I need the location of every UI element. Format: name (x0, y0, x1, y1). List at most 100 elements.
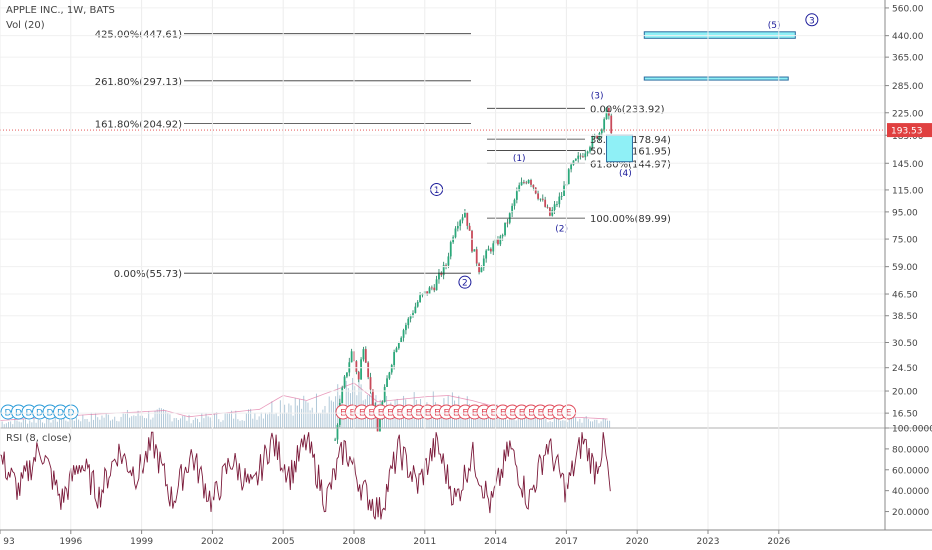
wave-label-circle (805, 13, 819, 27)
candle-body (596, 135, 598, 139)
candle-body (553, 204, 556, 210)
fib-level-label: 261.80%(297.13) (95, 77, 182, 88)
event-markers: DDDDDDDEEEEEEEEEEEEEEEEEEEEEEEEE (0, 404, 577, 420)
price-tick-label: 145.00 (892, 160, 924, 170)
candle-body (336, 424, 339, 440)
candle-body (515, 191, 518, 200)
candle-body (430, 287, 433, 289)
volume-bars (0, 377, 611, 428)
rsi-pane (0, 427, 932, 520)
candle-body (468, 225, 471, 231)
candle-body (501, 235, 504, 237)
candle-body (343, 376, 346, 388)
wave-label: (4) (619, 169, 632, 179)
candle-body (405, 325, 407, 331)
candle-body (409, 315, 412, 319)
candle-body (367, 362, 370, 378)
target-boxes (606, 31, 796, 163)
candle-body (357, 371, 360, 380)
rsi-tick-label: 80.0000 (892, 445, 929, 455)
candle-body (567, 169, 570, 185)
price-tick-label: 115.00 (892, 186, 924, 196)
candle-body (523, 181, 525, 183)
candle-body (449, 242, 452, 257)
volume-label: Vol (20) (6, 20, 45, 31)
time-tick-label: 2014 (484, 537, 507, 547)
candle-body (518, 185, 521, 192)
wave-labels: (5) 3 (3) (1) (4) 1 (2) 2 (430, 13, 819, 289)
candle-body (371, 389, 374, 407)
candle-body (487, 248, 490, 251)
candle-body (607, 107, 610, 116)
last-price-label: 193.53 (891, 127, 923, 137)
candle-body (445, 264, 447, 266)
fib-level-label: 0.00%(233.92) (590, 104, 665, 115)
candle-body (534, 187, 537, 194)
target-box (643, 31, 796, 39)
candle-body (346, 372, 348, 377)
price-tick-label: 46.50 (892, 291, 918, 301)
candle-body (577, 155, 580, 159)
time-tick-label: 2005 (272, 537, 295, 547)
rsi-label: RSI (8, close) (6, 433, 72, 444)
candle-body (482, 258, 485, 268)
candle-body (376, 412, 379, 432)
candle-body (492, 243, 495, 252)
candle-body (440, 272, 443, 276)
candle-body (459, 220, 462, 227)
candle-body (454, 228, 457, 238)
price-tick-label: 440.00 (892, 32, 924, 42)
candle-body (355, 361, 358, 372)
candle-body (527, 180, 530, 184)
candle-body (574, 158, 577, 161)
candle-body (504, 222, 506, 236)
candle-body (369, 377, 372, 390)
candle-body (428, 287, 431, 294)
fib-level-label: 161.80%(204.92) (95, 120, 182, 131)
wave-label: (2) (555, 225, 568, 235)
candle-body (464, 212, 466, 218)
target-box (643, 76, 789, 81)
candle-body (586, 151, 589, 154)
candle-body (390, 365, 393, 373)
fib-level-label: 61.80%(144.97) (590, 159, 671, 170)
candle-body (471, 230, 473, 252)
candle-body (364, 349, 367, 363)
candle-body (570, 164, 573, 170)
candle-body (386, 378, 388, 387)
candle-body (400, 337, 403, 343)
candle-body (582, 156, 584, 158)
time-tick-label: 1996 (59, 537, 82, 547)
candle-body (397, 342, 400, 349)
candle-body (532, 184, 535, 188)
wave-label: (3) (591, 91, 604, 101)
candle-body (563, 185, 565, 196)
candle-body (395, 348, 398, 353)
candle-body (520, 181, 523, 186)
price-tick-label: 16.50 (892, 410, 918, 420)
candle-body (447, 256, 450, 266)
candle-body (414, 306, 417, 314)
price-tick-label: 24.50 (892, 364, 918, 374)
candle-body (412, 313, 414, 316)
candle-body (402, 330, 405, 338)
candle-body (362, 349, 365, 360)
candle-body (388, 372, 391, 379)
wave-label: 2 (462, 279, 468, 289)
fib-level-label: 0.00%(55.73) (114, 269, 182, 280)
candle-body (572, 160, 575, 165)
chart-title: APPLE INC., 1W, BATS (6, 5, 115, 16)
wave-label-circle (458, 275, 472, 289)
wave-label: 1 (434, 186, 440, 196)
candle-body (551, 209, 554, 216)
wave-label: (1) (513, 154, 526, 164)
candle-body (598, 133, 601, 139)
candle-body (584, 153, 587, 158)
candle-body (579, 155, 582, 157)
candle-body (433, 287, 436, 291)
candle-body (480, 267, 483, 273)
candle-body (341, 387, 344, 403)
candle-body (478, 263, 480, 273)
candle-body (350, 351, 353, 363)
